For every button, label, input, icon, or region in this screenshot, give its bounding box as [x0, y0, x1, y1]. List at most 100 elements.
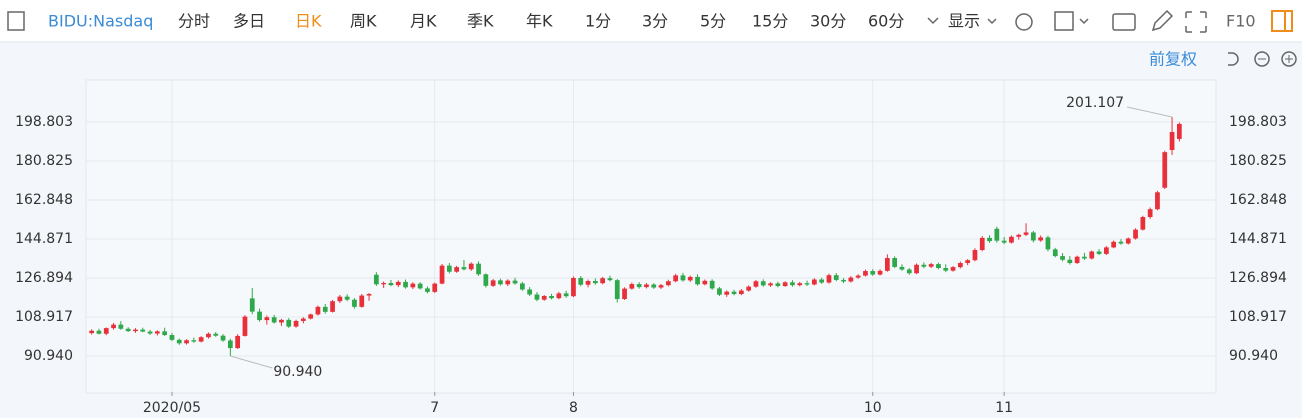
- candle-body: [644, 284, 649, 288]
- color-icon[interactable]: [1054, 11, 1074, 31]
- candle-body: [1074, 256, 1080, 264]
- candle-body: [1169, 131, 1175, 150]
- candle-body: [300, 318, 306, 321]
- y-tick-label: 126.894: [15, 270, 73, 286]
- candle-body: [1089, 251, 1095, 259]
- candle-body: [505, 280, 511, 285]
- candle-body: [162, 331, 168, 336]
- candle-body: [892, 258, 898, 267]
- symbol[interactable]: BIDU:Nasdaq: [48, 12, 153, 31]
- period-tab[interactable]: 分时: [178, 12, 210, 31]
- candle-body: [1176, 123, 1182, 139]
- candle-body: [147, 331, 153, 334]
- panel-toggle[interactable]: [1271, 10, 1293, 32]
- candle-body: [775, 283, 781, 287]
- y-tick-label: 162.848: [15, 192, 73, 208]
- candle-body: [1045, 237, 1051, 250]
- candle-body: [1052, 249, 1058, 257]
- period-tab[interactable]: 30分: [810, 12, 846, 31]
- y-tick-label: 180.825: [15, 153, 73, 169]
- draw-icon[interactable]: [1151, 9, 1174, 32]
- candle-body: [417, 283, 423, 289]
- candle-body: [855, 275, 861, 278]
- period-tab[interactable]: 日K: [295, 12, 322, 31]
- candle-body: [439, 265, 445, 284]
- candle-body: [578, 277, 584, 285]
- candle-body: [1111, 241, 1117, 248]
- candle-body: [213, 333, 219, 336]
- candle-body: [1125, 238, 1131, 244]
- period-tab[interactable]: 5分: [700, 12, 726, 31]
- candle-body: [154, 331, 160, 334]
- adjust-mode[interactable]: 前复权: [1149, 50, 1197, 69]
- candle-body: [527, 289, 533, 295]
- settings-icon[interactable]: [1015, 13, 1033, 31]
- candle-body: [636, 284, 642, 288]
- period-tab[interactable]: 周K: [350, 12, 377, 31]
- candle-body: [498, 280, 503, 285]
- fullscreen-icon[interactable]: [1185, 11, 1207, 33]
- zoom-out[interactable]: [1254, 51, 1270, 67]
- candle-body: [366, 294, 372, 296]
- candle-body: [746, 286, 752, 291]
- candle-body: [541, 295, 547, 300]
- candle-body: [191, 340, 197, 342]
- candle-body: [622, 288, 627, 300]
- y-tick-label: 198.803: [15, 114, 73, 130]
- candle-body: [629, 284, 635, 289]
- x-tick-label: 10: [864, 400, 882, 416]
- candle-body: [877, 270, 883, 275]
- more-chevron[interactable]: [927, 17, 939, 25]
- candle-body: [592, 281, 598, 284]
- period-tab[interactable]: 年K: [526, 12, 553, 31]
- y-tick-label-right: 162.848: [1229, 192, 1287, 208]
- camera-icon[interactable]: [1112, 13, 1136, 31]
- candle-body: [790, 282, 795, 286]
- candle-body: [395, 281, 401, 286]
- candle-body: [1140, 217, 1146, 230]
- candle-body: [687, 276, 693, 281]
- candle-body: [1009, 236, 1014, 243]
- y-tick-label-right: 90.940: [1229, 348, 1278, 364]
- candle-body: [1162, 152, 1168, 188]
- candle-body: [899, 266, 905, 270]
- candle-body: [322, 306, 328, 312]
- candle-body: [1016, 234, 1022, 237]
- candle-body: [103, 328, 109, 334]
- candle-body: [133, 329, 138, 332]
- candle-body: [848, 277, 854, 282]
- candle-body: [483, 274, 489, 286]
- period-tab[interactable]: 季K: [467, 12, 494, 31]
- candle-body: [315, 306, 321, 315]
- period-tab[interactable]: 月K: [410, 12, 437, 31]
- candle-body: [1082, 256, 1087, 259]
- period-tab[interactable]: 多日: [233, 12, 265, 31]
- candle-body: [607, 278, 613, 281]
- candle-body: [943, 268, 949, 271]
- candle-body: [293, 320, 299, 327]
- x-tick-label: 2020/05: [143, 400, 201, 416]
- candle-body: [227, 340, 233, 349]
- candle-body: [468, 263, 474, 270]
- candle-body: [994, 228, 1000, 241]
- candle-body: [965, 260, 971, 264]
- candle-body: [206, 333, 211, 338]
- display-menu[interactable]: 显示: [948, 12, 980, 31]
- candle-body: [461, 267, 467, 270]
- sidebar-toggle[interactable]: [7, 11, 25, 31]
- candle-body: [731, 291, 737, 295]
- period-tab[interactable]: 60分: [868, 12, 904, 31]
- reset-icon[interactable]: [1228, 52, 1239, 66]
- candle-body: [1001, 240, 1007, 243]
- candle-body: [804, 283, 810, 285]
- zoom-in[interactable]: [1281, 51, 1297, 67]
- f10[interactable]: F10: [1226, 12, 1256, 31]
- period-tab[interactable]: 15分: [752, 12, 788, 31]
- candle-body: [571, 277, 576, 297]
- candle-body: [534, 294, 540, 300]
- period-tab[interactable]: 1分: [585, 12, 611, 31]
- candle-body: [928, 264, 934, 267]
- period-tab[interactable]: 3分: [642, 12, 668, 31]
- low-leader: [230, 355, 273, 369]
